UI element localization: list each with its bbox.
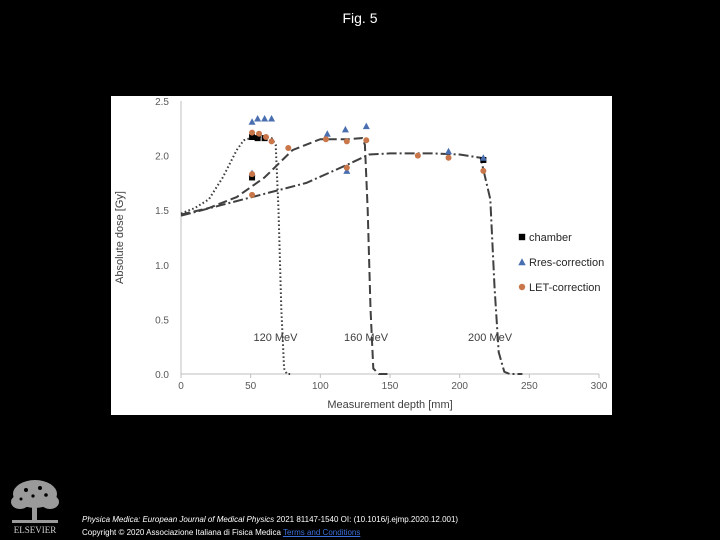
x-tick-label: 50 (245, 381, 257, 392)
y-tick-label: 0.0 (155, 370, 169, 381)
let-correction-point (249, 191, 256, 198)
legend-marker-let-correction (518, 283, 526, 291)
rres-correction-point (268, 114, 276, 122)
let-correction-point (343, 164, 350, 171)
x-tick-label: 300 (591, 381, 608, 392)
elsevier-logo: ELSEVIER (6, 478, 64, 536)
let-correction-point (268, 138, 275, 145)
rres-correction-point (362, 122, 370, 130)
rres-correction-point (445, 147, 453, 155)
rres-correction-point (341, 125, 349, 133)
y-tick-label: 2.5 (155, 97, 169, 108)
let-correction-point (445, 154, 452, 161)
y-tick-label: 1.0 (155, 261, 169, 272)
rres-correction-point (479, 154, 487, 161)
chart-panel: 0 50 100 150 200 250 300 0.0 0.5 1.0 1.5 2.0 2.5 Meas… (111, 96, 612, 415)
let-correction-point (414, 152, 421, 159)
x-tick-label: 0 (178, 381, 184, 392)
energy-annotation: 160 MeV (344, 332, 389, 344)
terms-link[interactable]: Terms and Conditions (282, 528, 361, 537)
energy-annotation: 120 MeV (253, 332, 298, 344)
y-tick-label: 0.5 (155, 315, 169, 326)
chamber-point (249, 134, 256, 141)
y-tick-label: 2.0 (155, 152, 169, 163)
legend-marker-chamber (518, 233, 526, 241)
let-correction-point (480, 167, 487, 174)
legend-label-let-correction: LET-correction (529, 282, 601, 294)
rres-correction-point (254, 114, 262, 122)
journal-name: Physica Medica: European Journal of Medi… (82, 515, 275, 524)
rres-correction-point (261, 114, 269, 122)
chart-svg: 0 50 100 150 200 250 300 0.0 0.5 1.0 1.5 2.0 2.5 Meas… (114, 97, 608, 411)
legend-label-chamber: chamber (529, 232, 572, 244)
legend-label-rres-correction: Rres-correction (529, 257, 604, 269)
copyright-line: Copyright © 2020 Associazione Italiana d… (82, 528, 360, 537)
let-correction-point (249, 129, 256, 136)
let-correction-point (285, 144, 292, 151)
figure-title: Fig. 5 (342, 10, 378, 26)
legend-marker-rres-correction (518, 258, 526, 266)
let-correction-point (249, 171, 256, 178)
citation-line: Physica Medica: European Journal of Medi… (82, 515, 458, 524)
chamber-point (249, 174, 256, 181)
x-tick-label: 200 (451, 381, 468, 392)
let-correction-point (262, 134, 269, 141)
let-correction-point (363, 137, 370, 144)
energy-annotation: 200 MeV (468, 332, 513, 344)
svg-text:ELSEVIER: ELSEVIER (14, 525, 57, 535)
dose-curve-dashed (180, 137, 390, 375)
let-correction-point (256, 130, 263, 137)
let-correction-point (322, 136, 329, 143)
y-axis-title: Absolute dose [Gy] (114, 191, 126, 284)
rres-correction-point (343, 167, 351, 174)
x-axis-title: Measurement depth [mm] (327, 399, 452, 411)
citation-details: 2021 81147-1540 OI: (10.1016/j.ejmp.2020… (274, 515, 459, 524)
let-correction-point (343, 138, 350, 145)
rres-correction-point (248, 118, 256, 125)
copyright-text: Copyright © 2020 Associazione Italiana d… (82, 528, 281, 537)
chamber-point (254, 135, 261, 142)
x-tick-label: 100 (312, 381, 329, 392)
y-tick-label: 1.5 (155, 206, 169, 217)
x-tick-label: 250 (521, 381, 538, 392)
x-tick-label: 150 (382, 381, 399, 392)
rres-correction-point (323, 130, 331, 137)
dose-curve-dotted (180, 136, 293, 375)
